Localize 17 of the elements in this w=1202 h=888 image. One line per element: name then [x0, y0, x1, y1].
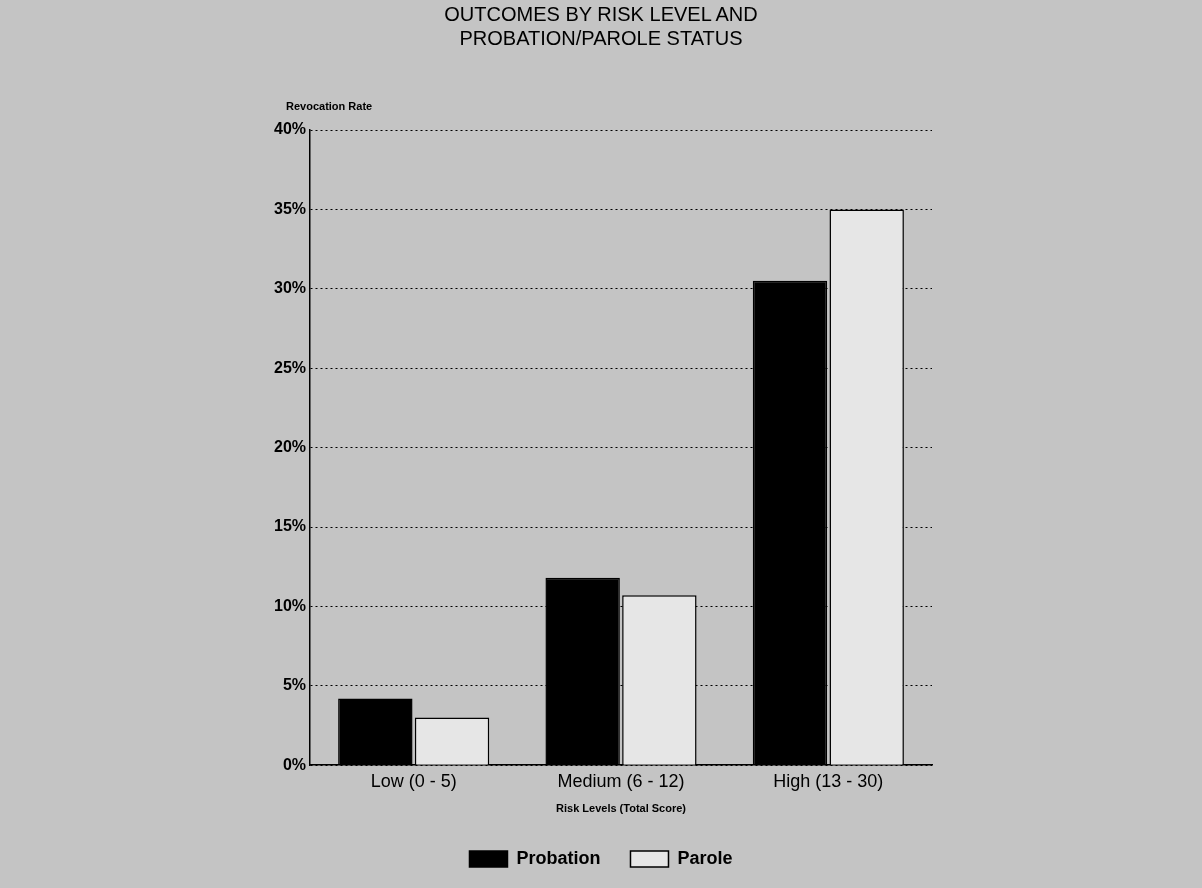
y-tick-label: 35% — [273, 199, 307, 217]
y-tick-label: 40% — [273, 120, 307, 138]
y-tick-label: 15% — [273, 517, 307, 535]
y-axis-title: Revocation Rate — [286, 100, 373, 112]
y-tick-label: 25% — [273, 358, 307, 376]
y-tick-label: 10% — [273, 596, 307, 614]
y-tick-label: 30% — [273, 279, 307, 297]
y-tick-label: 0% — [282, 755, 307, 773]
chart-title: OUTCOMES BY RISK LEVEL AND PROBATION/PAROLE STATUS — [443, 2, 759, 50]
x-tick-label: Medium (6 - 12) — [557, 770, 685, 791]
y-tick-label: 5% — [282, 676, 307, 694]
legend-label: Probation — [516, 847, 601, 868]
y-tick-label: 20% — [273, 438, 307, 456]
x-tick-label: Low (0 - 5) — [370, 770, 457, 791]
legend-label: Parole — [677, 847, 733, 868]
x-tick-label: High (13 - 30) — [773, 770, 884, 791]
x-axis-title: Risk Levels (Total Score) — [556, 802, 687, 815]
